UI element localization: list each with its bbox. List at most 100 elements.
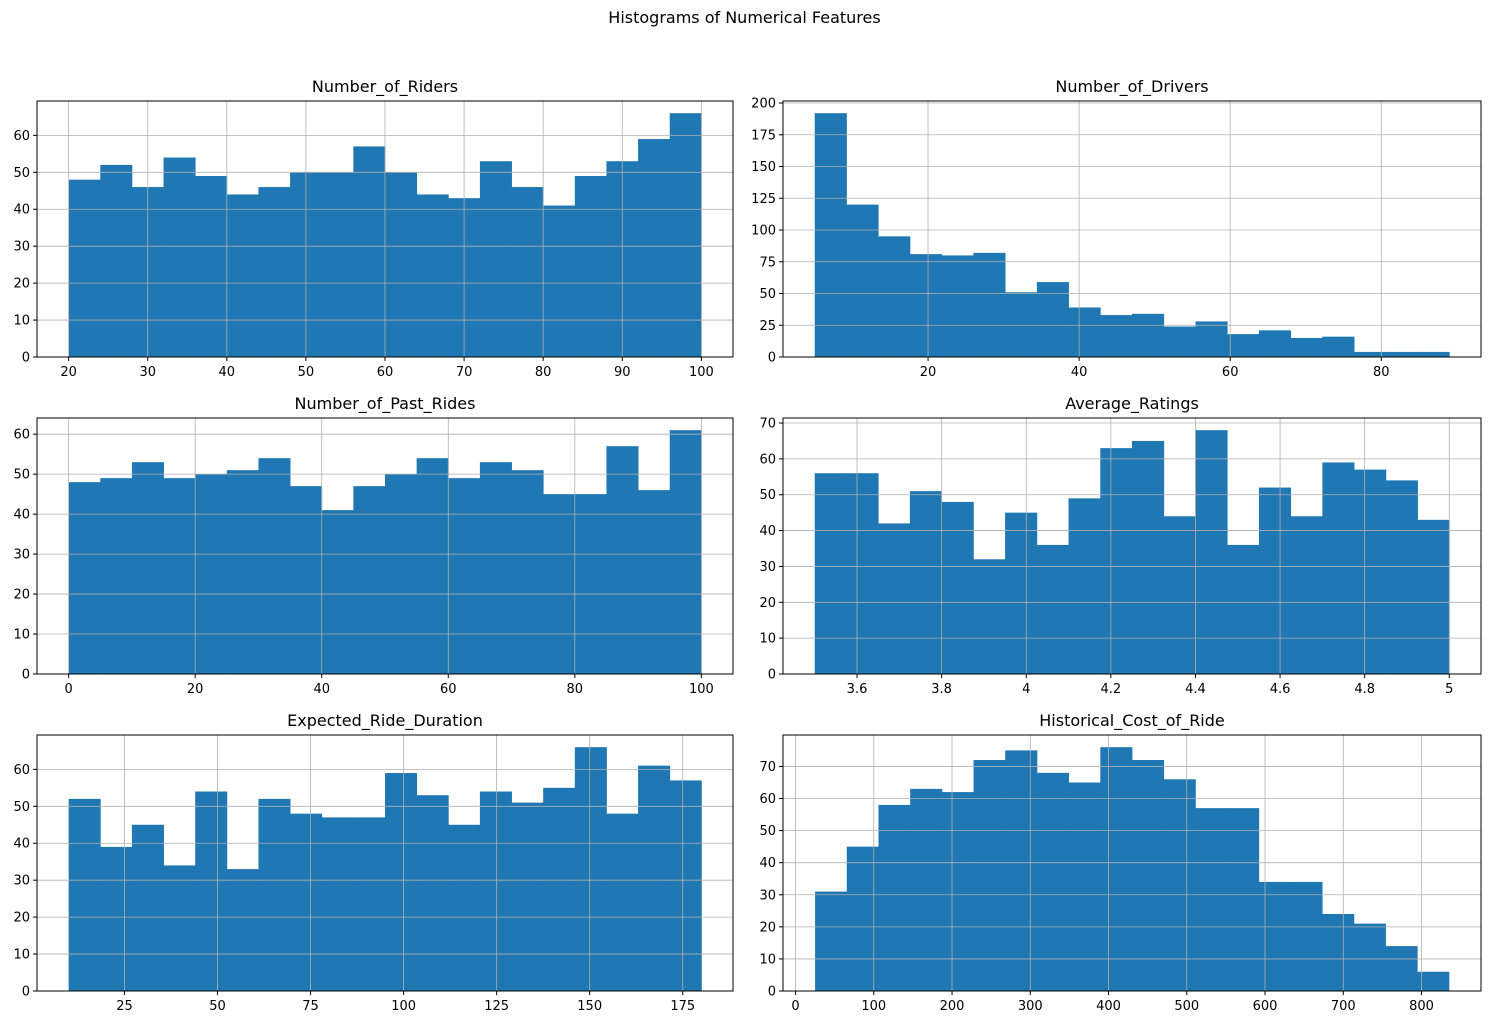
x-tick-label: 40: [313, 682, 330, 697]
histogram-bar: [878, 804, 911, 991]
y-tick-label: 60: [13, 763, 30, 778]
y-tick-label: 10: [759, 952, 776, 967]
histogram-bar: [543, 205, 576, 357]
x-tick-label: 600: [1253, 999, 1278, 1014]
histogram-bar: [543, 494, 576, 674]
histogram-bar: [1005, 750, 1038, 991]
y-tick-label: 60: [13, 428, 30, 443]
x-tick-label: 75: [302, 999, 319, 1014]
y-tick-label: 50: [13, 468, 30, 483]
y-tick-label: 0: [768, 351, 776, 366]
histogram-bar: [226, 869, 259, 991]
histogram-bar: [226, 194, 259, 357]
histogram-bar: [131, 462, 164, 674]
x-tick-label: 4.8: [1354, 682, 1375, 697]
histogram-bar: [321, 510, 354, 674]
histogram-bar: [1354, 351, 1387, 357]
y-tick-label: 30: [13, 240, 30, 255]
x-tick-label: 80: [1373, 365, 1390, 380]
subplot-title: Number_of_Drivers: [1055, 77, 1208, 97]
histogram-bar: [1385, 480, 1418, 674]
histogram-bar: [1322, 336, 1355, 357]
y-tick-label: 60: [13, 129, 30, 144]
y-tick-label: 70: [759, 760, 776, 775]
histogram-bar: [973, 760, 1006, 991]
x-tick-label: 80: [567, 682, 584, 697]
histogram-bar: [290, 486, 323, 674]
histogram-bar: [814, 113, 847, 357]
histogram-bar: [1290, 881, 1323, 991]
y-tick-label: 175: [751, 128, 776, 143]
y-tick-label: 30: [759, 560, 776, 575]
y-tick-label: 40: [759, 856, 776, 871]
histogram-bar: [258, 458, 291, 674]
histogram-bar: [68, 179, 101, 357]
histogram-bar: [638, 490, 671, 674]
histogram-bar: [1036, 772, 1070, 991]
subplot-number-of-riders: 20 30 40 50 60 70 80 90 100 0 10 20 30 40 50 60 Number_o…: [13, 77, 734, 380]
y-tick-label: 60: [759, 792, 776, 807]
histogram-bar: [1353, 923, 1386, 991]
y-tick-label: 100: [751, 224, 776, 239]
axes-frame: [782, 417, 1482, 675]
y-tick-label: 40: [13, 837, 30, 852]
subplot-number-of-past-rides: 0 20 40 60 80 100 0 10 20 30 40 50 60 Number_of_Past_…: [13, 394, 734, 697]
x-tick-label: 40: [1071, 365, 1088, 380]
x-tick-label: 800: [1409, 999, 1434, 1014]
histogram-bar: [416, 795, 449, 991]
histogram-bar: [1132, 313, 1165, 357]
x-tick-label: 700: [1331, 999, 1356, 1014]
y-tick-label: 50: [759, 488, 776, 503]
histogram-bar: [1354, 469, 1387, 674]
x-tick-label: 5: [1445, 682, 1453, 697]
histogram-bar: [100, 164, 133, 357]
y-tick-label: 30: [13, 874, 30, 889]
histogram-bar: [1417, 519, 1450, 674]
x-tick-label: 60: [377, 365, 394, 380]
y-tick-label: 125: [751, 192, 776, 207]
histogram-bar: [1163, 516, 1196, 674]
figure-title: Histograms of Numerical Features: [608, 8, 881, 27]
y-tick-label: 20: [13, 277, 30, 292]
x-tick-label: 4.2: [1101, 682, 1122, 697]
histogram-bar: [416, 194, 449, 357]
y-tick-label: 40: [13, 508, 30, 523]
y-tick-label: 0: [22, 351, 30, 366]
histogram-bar: [878, 523, 911, 674]
x-tick-label: 100: [689, 365, 714, 380]
y-tick-label: 0: [22, 985, 30, 1000]
x-tick-label: 3.6: [847, 682, 868, 697]
histogram-bar: [290, 813, 323, 991]
histogram-bar: [909, 491, 943, 674]
histogram-bar: [416, 458, 449, 674]
y-tick-label: 20: [759, 920, 776, 935]
histogram-bar: [100, 846, 133, 991]
histogram-bar: [385, 172, 418, 357]
y-tick-label: 25: [759, 319, 776, 334]
subplot-title: Number_of_Past_Rides: [295, 394, 476, 414]
x-tick-label: 3.8: [931, 682, 952, 697]
histogram-bar: [1005, 292, 1038, 357]
histogram-bar: [1100, 448, 1133, 674]
histogram-bar: [669, 113, 702, 357]
x-tick-label: 4: [1022, 682, 1030, 697]
histogram-bar: [321, 817, 354, 991]
histogram-bar: [1195, 430, 1228, 674]
y-tick-label: 50: [13, 166, 30, 181]
subplot-average-ratings: 3.6 3.8 4 4.2 4.4 4.6 4.8 5010203040506070Avera…: [759, 394, 1482, 697]
subplot-historical-cost-of-ride: 0 100 200 300 400 500 600 700 800 0 10 20 30 40 50 60 70…: [759, 711, 1482, 1014]
y-tick-label: 75: [759, 255, 776, 270]
histogram-bar: [878, 236, 911, 357]
y-tick-label: 20: [759, 596, 776, 611]
histogram-bar: [1100, 315, 1133, 357]
histogram-bar: [448, 478, 481, 674]
y-tick-label: 40: [13, 203, 30, 218]
x-tick-label: 100: [861, 999, 886, 1014]
histogram-bar: [1132, 760, 1165, 991]
y-tick-label: 0: [22, 668, 30, 683]
histogram-bar: [100, 478, 133, 674]
histogram-bar: [638, 139, 671, 357]
histogram-bar: [669, 430, 702, 674]
x-tick-label: 30: [139, 365, 156, 380]
